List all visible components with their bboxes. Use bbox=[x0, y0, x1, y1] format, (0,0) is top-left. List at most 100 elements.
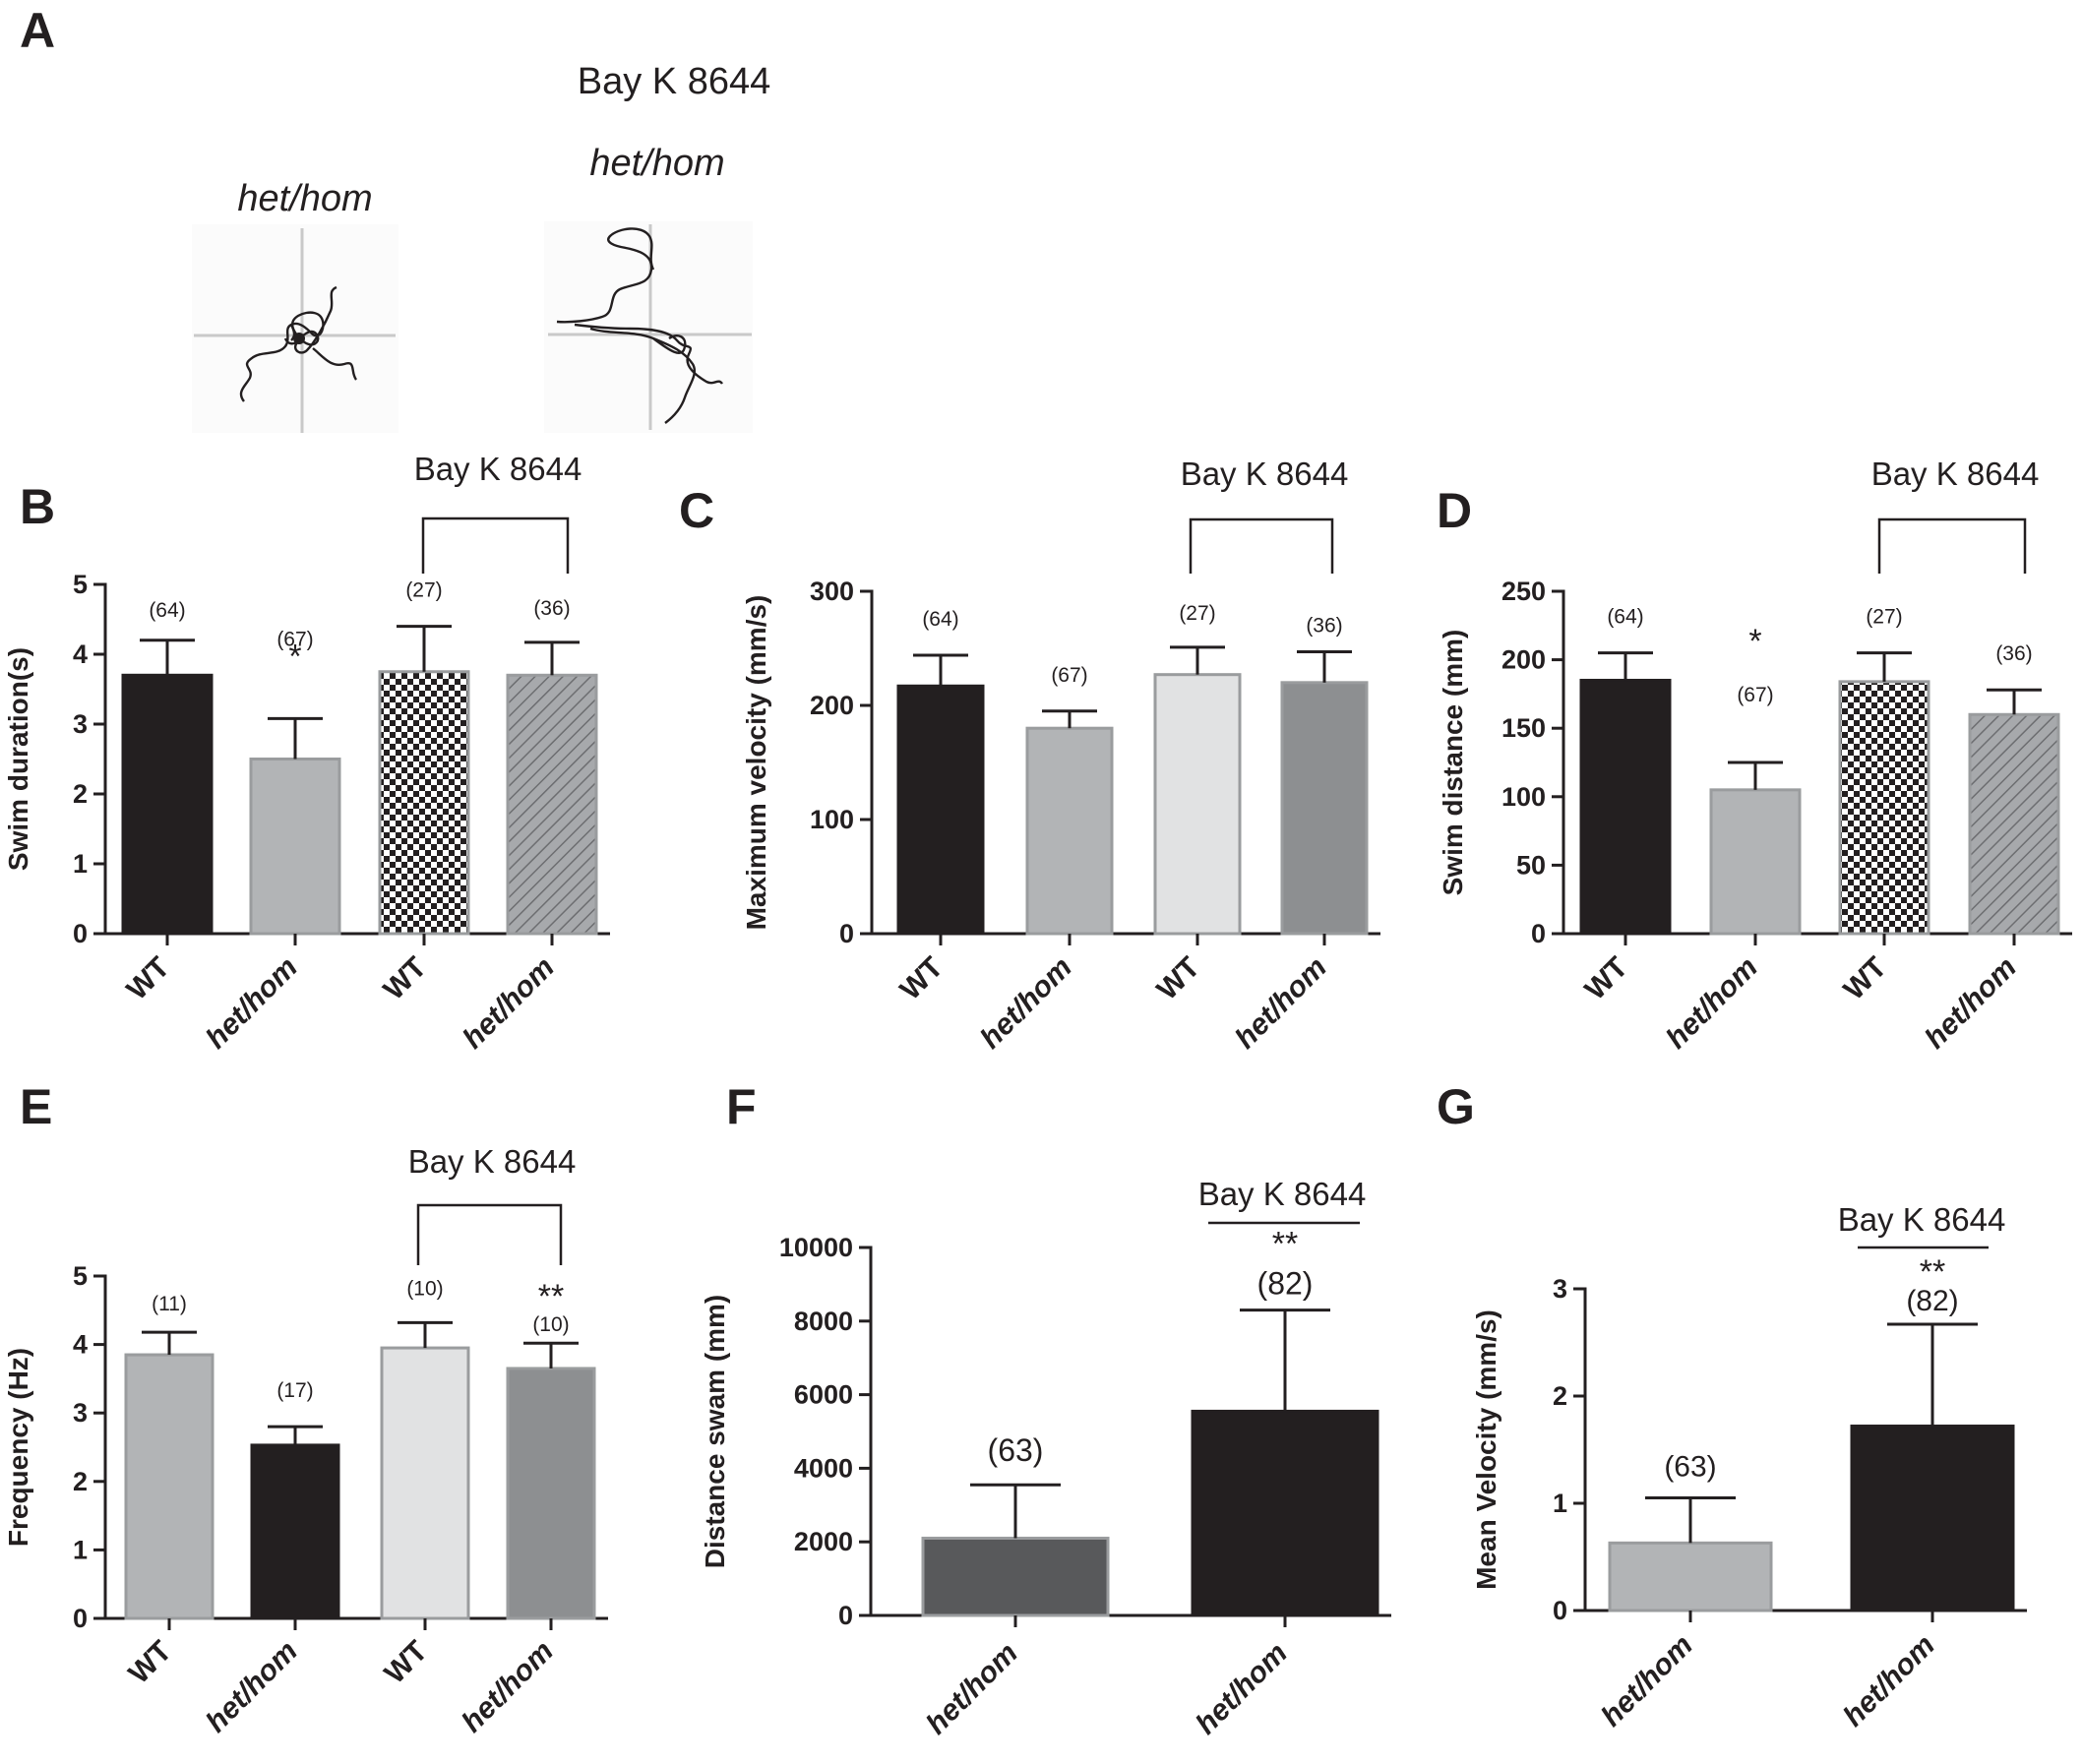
bar-2 bbox=[250, 1443, 340, 1620]
y-tick-label: 200 bbox=[810, 691, 854, 720]
x-tick-label: het/hom bbox=[200, 951, 304, 1056]
n-label: (64) bbox=[149, 599, 185, 622]
treatment-bracket bbox=[421, 517, 570, 574]
x-tick-label: WT bbox=[123, 1635, 178, 1690]
y-tick-label: 50 bbox=[1516, 850, 1546, 880]
y-tick-label: 5 bbox=[73, 570, 88, 599]
bar-4 bbox=[506, 673, 598, 936]
y-tick-label: 200 bbox=[1501, 645, 1546, 675]
chart-panel-e: E 0 1 2 3 4 5 Frequency (Hz) (11) WT (17) het/hom (1… bbox=[3, 1079, 608, 1738]
x-tick-label: WT bbox=[121, 951, 176, 1006]
x-tick-label: WT bbox=[378, 951, 433, 1006]
y-tick-label: 5 bbox=[73, 1261, 88, 1291]
n-label: (36) bbox=[1306, 614, 1342, 637]
panel-letter-d: D bbox=[1437, 483, 1472, 538]
x-tick-label: het/hom bbox=[920, 1637, 1024, 1741]
x-tick-label: het/hom bbox=[1919, 951, 2023, 1056]
significance-marker: * bbox=[288, 638, 301, 675]
y-tick-label: 100 bbox=[810, 805, 854, 834]
y-tick-label: 4 bbox=[73, 639, 88, 669]
panel-a-swim-traces: A Bay K 8644 het/hom het/hom bbox=[20, 3, 770, 433]
bar-1 bbox=[1579, 678, 1672, 936]
bar-1 bbox=[1608, 1541, 1773, 1612]
trace-label-bayk: het/hom bbox=[589, 143, 724, 184]
y-tick-label: 6000 bbox=[794, 1380, 853, 1410]
treatment-group-label: Bay K 8644 bbox=[414, 451, 582, 487]
bar-1 bbox=[124, 1353, 214, 1620]
swim-trajectory-bayk bbox=[556, 227, 723, 424]
y-tick-label: 1 bbox=[73, 1535, 88, 1564]
n-label: (11) bbox=[152, 1293, 187, 1315]
bar-2 bbox=[249, 758, 341, 936]
y-tick-label: 2 bbox=[73, 1467, 88, 1496]
bar-3 bbox=[1153, 673, 1242, 936]
x-tick-label: het/hom bbox=[1229, 951, 1333, 1056]
n-label: (27) bbox=[1866, 606, 1902, 629]
panel-letter-c: C bbox=[679, 483, 714, 538]
y-tick-label: 3 bbox=[1553, 1274, 1567, 1304]
significance-marker: ** bbox=[1920, 1253, 1945, 1291]
x-tick-label: het/hom bbox=[1837, 1629, 1941, 1734]
n-label: (82) bbox=[1257, 1266, 1314, 1302]
y-tick-label: 0 bbox=[1553, 1596, 1567, 1625]
chart-panel-c: C 0 100 200 300 Maximum velocity (mm/s) (64) WT… bbox=[679, 456, 1380, 1055]
n-label: (10) bbox=[532, 1313, 569, 1336]
significance-marker: ** bbox=[538, 1278, 564, 1315]
y-tick-label: 10000 bbox=[779, 1233, 853, 1262]
x-tick-label: WT bbox=[1579, 951, 1634, 1006]
n-label: (36) bbox=[1995, 642, 2032, 665]
bar-1 bbox=[921, 1536, 1110, 1617]
chart-panel-b: B 0 1 2 3 4 5 Swim duration(s) (64) WT (67)* het/ho… bbox=[3, 451, 610, 1055]
treatment-bracket bbox=[1189, 517, 1334, 574]
y-tick-label: 1 bbox=[73, 849, 88, 879]
swim-trajectory-control bbox=[239, 285, 358, 402]
y-tick-label: 0 bbox=[73, 919, 88, 948]
x-tick-label: het/hom bbox=[456, 1635, 560, 1739]
y-tick-label: 8000 bbox=[794, 1307, 853, 1336]
n-label: (64) bbox=[922, 608, 958, 631]
panel-letter-f: F bbox=[726, 1079, 757, 1134]
bar-2 bbox=[1025, 726, 1114, 936]
bar-3 bbox=[1838, 680, 1930, 936]
n-label: (82) bbox=[1906, 1285, 1958, 1317]
trace-box-bayk bbox=[544, 221, 753, 433]
y-tick-label: 250 bbox=[1501, 577, 1546, 606]
x-tick-label: het/hom bbox=[1190, 1637, 1294, 1741]
y-tick-label: 2000 bbox=[794, 1527, 853, 1556]
treatment-group-label: Bay K 8644 bbox=[1871, 456, 2040, 492]
y-tick-label: 1 bbox=[1553, 1489, 1567, 1518]
chart-panel-f: F 0 2000 4000 6000 8000 10000 Distance swam (mm… bbox=[700, 1079, 1391, 1740]
y-tick-label: 3 bbox=[73, 1398, 88, 1428]
x-tick-label: het/hom bbox=[974, 951, 1078, 1056]
y-tick-label: 0 bbox=[73, 1604, 88, 1633]
x-tick-label: WT bbox=[894, 951, 950, 1006]
bar-4 bbox=[1280, 681, 1369, 936]
y-tick-label: 0 bbox=[839, 919, 854, 948]
panel-letter-g: G bbox=[1437, 1079, 1475, 1134]
n-label: (64) bbox=[1607, 606, 1643, 629]
y-axis-label: Maximum velocity (mm/s) bbox=[741, 595, 771, 931]
y-axis-label: Distance swam (mm) bbox=[700, 1295, 730, 1569]
trace-label-control: het/hom bbox=[237, 178, 372, 219]
trace-treatment-label: Bay K 8644 bbox=[578, 61, 770, 102]
bar-1 bbox=[121, 673, 214, 936]
treatment-group-label: Bay K 8644 bbox=[1838, 1201, 2006, 1238]
y-tick-label: 4000 bbox=[794, 1453, 853, 1483]
y-axis-label: Frequency (Hz) bbox=[3, 1348, 33, 1547]
treatment-group-label: Bay K 8644 bbox=[1198, 1176, 1367, 1212]
bar-4 bbox=[1968, 712, 2060, 936]
x-tick-label: WT bbox=[1838, 951, 1893, 1006]
x-tick-label: het/hom bbox=[457, 951, 561, 1056]
x-tick-label: het/hom bbox=[1660, 951, 1764, 1056]
trace-box-control bbox=[192, 224, 398, 433]
y-axis-label: Swim distance (mm) bbox=[1438, 630, 1468, 896]
bar-1 bbox=[896, 684, 985, 936]
y-tick-label: 100 bbox=[1501, 782, 1546, 812]
panel-letter-e: E bbox=[20, 1079, 52, 1134]
y-tick-label: 300 bbox=[810, 577, 854, 606]
bar-2 bbox=[1709, 788, 1802, 936]
n-label: (63) bbox=[1664, 1451, 1716, 1484]
chart-panel-g: G 0 1 2 3 Mean Velocity (mm/s) (63) het/hom (82)… bbox=[1437, 1079, 2027, 1733]
n-label: (67) bbox=[1051, 664, 1087, 687]
